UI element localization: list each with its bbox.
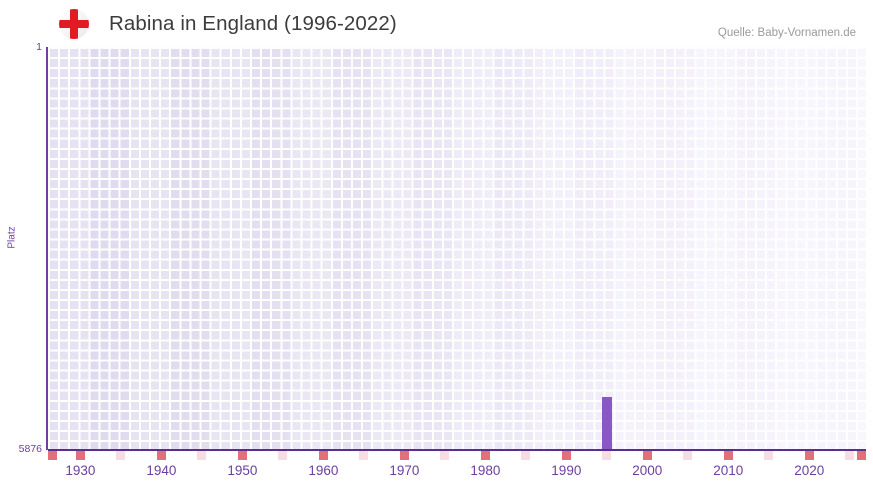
x-tick-major-2020 (804, 451, 814, 460)
x-axis-label-1980: 1980 (470, 463, 501, 478)
x-tick-major-2000 (642, 451, 652, 460)
x-tick-major-1940 (156, 451, 166, 460)
x-axis-label-1940: 1940 (146, 463, 177, 478)
x-tick-minor-1945 (197, 451, 207, 460)
x-axis-label-1970: 1970 (389, 463, 420, 478)
y-axis-label-bottom: 5876 (18, 443, 42, 455)
y-axis-label-top: 1 (36, 41, 42, 53)
x-tick-minor-1955 (278, 451, 288, 460)
x-tick-major-1990 (561, 451, 571, 460)
plot-gridlines (48, 47, 866, 450)
x-tick-minor-2015 (764, 451, 774, 460)
source-attribution: Quelle: Baby-Vornamen.de (717, 27, 856, 39)
x-tick-major-1930 (75, 451, 85, 460)
y-axis-line (46, 47, 48, 450)
bar-1995[interactable] (601, 396, 612, 450)
x-tick-minor-2025 (845, 451, 855, 460)
flag-cross-vertical (70, 9, 78, 39)
x-axis-tick-strip (48, 451, 866, 460)
chart-header: Rabina in England (1996-2022) Quelle: Ba… (0, 0, 873, 47)
x-tick-major-end (857, 451, 866, 460)
x-tick-minor-1995 (602, 451, 612, 460)
x-axis-label-2000: 2000 (632, 463, 663, 478)
x-tick-minor-1985 (521, 451, 531, 460)
x-tick-major-1950 (237, 451, 247, 460)
x-axis-labels: 1930 1940 1950 1960 1970 1980 1990 2000 2010 2020 (0, 463, 873, 488)
x-axis-line (48, 449, 866, 451)
x-axis-label-1950: 1950 (227, 463, 258, 478)
plot-decade-bands (48, 47, 866, 450)
x-axis-label-2010: 2010 (713, 463, 744, 478)
x-axis-label-2020: 2020 (794, 463, 825, 478)
england-flag-icon (59, 9, 89, 39)
y-axis-title: Platz (6, 226, 18, 249)
x-tick-minor-1975 (440, 451, 450, 460)
x-tick-minor-2005 (683, 451, 693, 460)
x-tick-major-2010 (723, 451, 733, 460)
x-tick-minor-1935 (116, 451, 126, 460)
x-tick-major-1970 (399, 451, 409, 460)
x-axis-label-1960: 1960 (308, 463, 339, 478)
x-tick-major-start (48, 451, 57, 460)
x-tick-minor-1965 (359, 451, 369, 460)
chart-title: Rabina in England (1996-2022) (109, 12, 397, 35)
x-tick-major-1960 (318, 451, 328, 460)
x-axis-label-1990: 1990 (551, 463, 582, 478)
plot-area (48, 47, 866, 450)
x-tick-major-1980 (480, 451, 490, 460)
x-axis-label-1930: 1930 (65, 463, 96, 478)
